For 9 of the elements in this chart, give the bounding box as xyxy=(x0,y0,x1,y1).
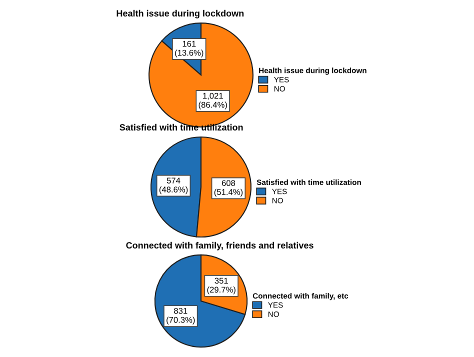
data-label: 608 (51.4%) xyxy=(214,180,243,197)
chart-title: Satisfied with time utilization xyxy=(120,124,243,131)
chart-title: Connected with family, friends and relatives xyxy=(126,242,314,250)
data-label: 831 (70.3%) xyxy=(166,308,195,324)
data-label: 1,021 (86.4%) xyxy=(198,92,227,110)
chart-title: Health issue during lockdown xyxy=(116,10,244,18)
data-label: 351 (29.7%) xyxy=(207,278,236,294)
data-label: 574 (48.6%) xyxy=(159,178,188,194)
data-label: 161 (13.6%) xyxy=(175,40,204,58)
